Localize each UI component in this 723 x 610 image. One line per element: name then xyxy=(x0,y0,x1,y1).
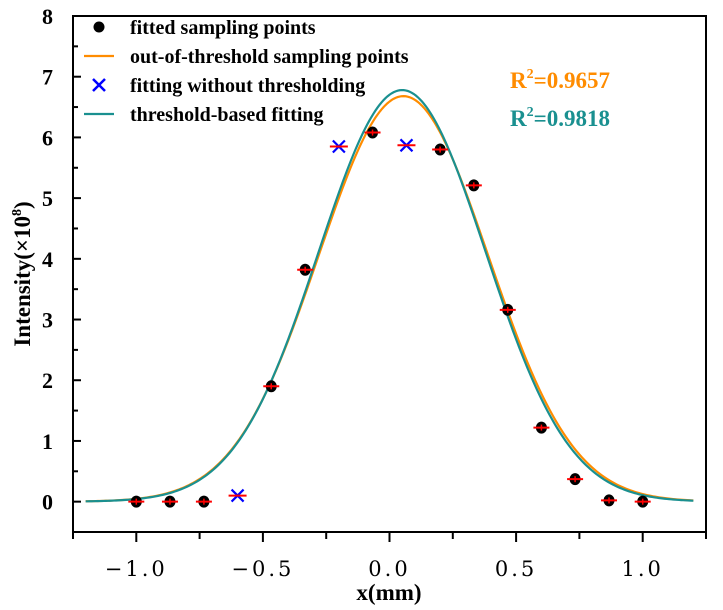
x-tick-label: 0.5 xyxy=(495,557,537,581)
legend-label: fitted sampling points xyxy=(130,17,316,39)
fit-curve-orange xyxy=(85,95,694,503)
y-tick-label: 8 xyxy=(42,4,53,29)
x-tick-label: −1.0 xyxy=(105,557,168,581)
y-tick-label: 1 xyxy=(42,429,53,454)
legend-marker-x xyxy=(92,78,106,92)
legend-marker-circle xyxy=(93,21,105,33)
y-tick-label: 0 xyxy=(42,490,53,515)
legend-label: fitting without thresholding xyxy=(130,75,365,97)
fit-curve-teal xyxy=(85,88,694,503)
legend: fitted sampling points out-of-threshold s… xyxy=(84,17,409,126)
annotation-r2-teal: R2=0.9818 xyxy=(510,105,610,131)
x-tick-label: −0.5 xyxy=(231,557,294,581)
y-tick-label: 5 xyxy=(42,186,53,211)
legend-label: out-of-threshold sampling points xyxy=(130,46,409,68)
annotation-r2-orange: R2=0.9657 xyxy=(510,67,610,93)
y-tick-label: 4 xyxy=(42,247,53,272)
y-tick-label: 7 xyxy=(42,65,53,90)
y-tick-label: 2 xyxy=(42,368,53,393)
x-tick-label: 1.0 xyxy=(621,557,663,581)
x-axis-label: x(mm) xyxy=(356,580,421,605)
y-axis-label: Intensity(×108) xyxy=(10,201,35,346)
legend-label: threshold-based fitting xyxy=(130,104,324,126)
y-tick-label: 3 xyxy=(42,308,53,333)
x-tick-label: 0.0 xyxy=(368,557,410,581)
y-tick-label: 6 xyxy=(42,125,53,150)
